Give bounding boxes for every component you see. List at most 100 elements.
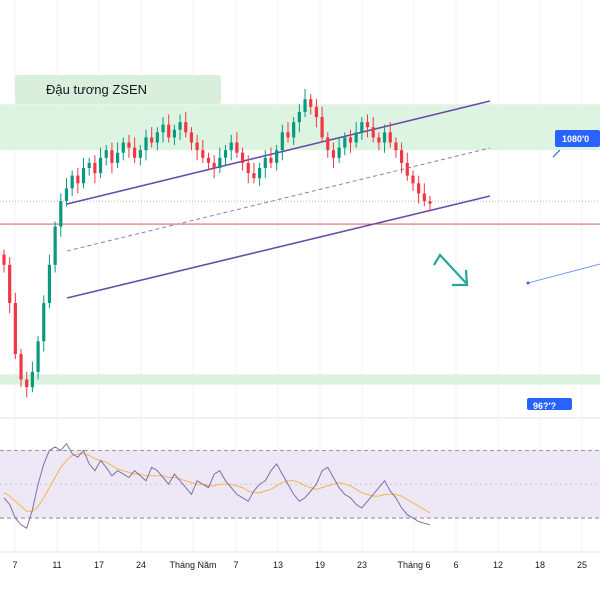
candle bbox=[206, 152, 211, 171]
x-tick-label: 25 bbox=[577, 560, 587, 570]
x-tick-label: 7 bbox=[12, 560, 17, 570]
price-label-1080: 1080'0 bbox=[562, 134, 589, 144]
candle bbox=[411, 170, 415, 191]
x-tick-label: 18 bbox=[535, 560, 545, 570]
resistance-zone bbox=[0, 104, 600, 151]
channel-upper-line bbox=[66, 100, 491, 205]
candle bbox=[13, 292, 17, 360]
price-label-lower: 96?'? bbox=[527, 398, 572, 411]
candle bbox=[64, 178, 69, 207]
candle bbox=[25, 371, 29, 398]
arrow-head bbox=[452, 269, 469, 287]
channel-lower-line bbox=[66, 195, 491, 299]
support-zone bbox=[0, 374, 600, 385]
candle bbox=[127, 134, 131, 158]
candle bbox=[116, 142, 120, 168]
x-tick-label: 7 bbox=[233, 560, 238, 570]
x-axis-ticks: 7 11 17 24 Tháng Năm 7 13 19 23 Tháng 6 6 12 18 25 bbox=[12, 560, 587, 570]
candle bbox=[303, 89, 307, 118]
x-tick-label: 19 bbox=[315, 560, 325, 570]
chart-title: Đậu tương ZSEN bbox=[46, 82, 147, 97]
candle bbox=[155, 127, 159, 151]
candlestick-series bbox=[2, 89, 432, 398]
candle bbox=[258, 162, 262, 186]
arrow-shaft bbox=[433, 253, 467, 284]
price-pane bbox=[0, 0, 600, 410]
candle bbox=[93, 155, 97, 184]
candle bbox=[286, 122, 290, 143]
candle bbox=[371, 117, 375, 143]
candle bbox=[422, 183, 426, 207]
candle bbox=[252, 162, 256, 184]
candle bbox=[223, 145, 228, 166]
candle bbox=[269, 147, 273, 168]
candle bbox=[167, 114, 171, 143]
candle bbox=[2, 249, 6, 273]
x-tick-label: Tháng 6 bbox=[397, 560, 430, 570]
candle bbox=[110, 142, 114, 174]
x-tick-label: 23 bbox=[357, 560, 367, 570]
candle bbox=[309, 94, 313, 115]
x-tick-label: 6 bbox=[453, 560, 458, 570]
candle bbox=[53, 221, 57, 273]
candle bbox=[343, 132, 347, 156]
candle bbox=[172, 124, 176, 146]
candle bbox=[104, 145, 108, 166]
candle bbox=[428, 196, 432, 212]
candle bbox=[212, 155, 216, 179]
candle bbox=[81, 157, 86, 189]
candle bbox=[240, 147, 245, 171]
candle bbox=[178, 114, 182, 140]
candle bbox=[394, 137, 398, 158]
candle bbox=[235, 132, 239, 158]
candle bbox=[184, 111, 188, 138]
candle bbox=[314, 99, 318, 128]
candle bbox=[292, 117, 296, 146]
candle bbox=[400, 142, 404, 174]
candle bbox=[280, 124, 284, 161]
candle bbox=[320, 106, 324, 143]
candle bbox=[133, 137, 137, 163]
candle bbox=[377, 132, 381, 151]
candle bbox=[8, 257, 12, 314]
candle bbox=[59, 193, 63, 237]
x-tick-label: 17 bbox=[94, 560, 104, 570]
channel-mid-line bbox=[66, 147, 491, 252]
candle bbox=[354, 122, 358, 148]
candle bbox=[229, 134, 233, 161]
candle bbox=[331, 142, 336, 168]
candle bbox=[326, 132, 330, 158]
candle bbox=[144, 129, 148, 161]
candle bbox=[263, 150, 267, 179]
candle bbox=[275, 145, 279, 171]
candle bbox=[98, 147, 103, 179]
title-box: Đậu tương ZSEN bbox=[15, 75, 221, 104]
candle bbox=[337, 137, 341, 163]
candle bbox=[19, 348, 23, 388]
candle bbox=[42, 295, 46, 352]
candle bbox=[36, 336, 40, 380]
candle bbox=[161, 117, 165, 143]
candle bbox=[195, 134, 199, 161]
candle bbox=[87, 157, 91, 176]
x-tick-label: 24 bbox=[136, 560, 146, 570]
x-tick-label: 12 bbox=[493, 560, 503, 570]
x-tick-label: 13 bbox=[273, 560, 283, 570]
candle bbox=[405, 152, 409, 181]
candle bbox=[76, 168, 80, 194]
price-label-support: 96?'? bbox=[533, 401, 556, 411]
rsi-ma-line bbox=[3, 453, 431, 514]
candle bbox=[360, 117, 364, 140]
candle bbox=[348, 129, 353, 153]
price-label-upper: 1080'0 bbox=[555, 130, 600, 147]
x-tick-label: Tháng Năm bbox=[169, 560, 216, 570]
candle bbox=[365, 114, 370, 138]
candle bbox=[218, 147, 222, 174]
candle bbox=[30, 361, 34, 393]
candle bbox=[417, 175, 421, 204]
candle bbox=[47, 254, 52, 309]
projection-arrow bbox=[433, 149, 600, 287]
candle bbox=[201, 139, 205, 163]
